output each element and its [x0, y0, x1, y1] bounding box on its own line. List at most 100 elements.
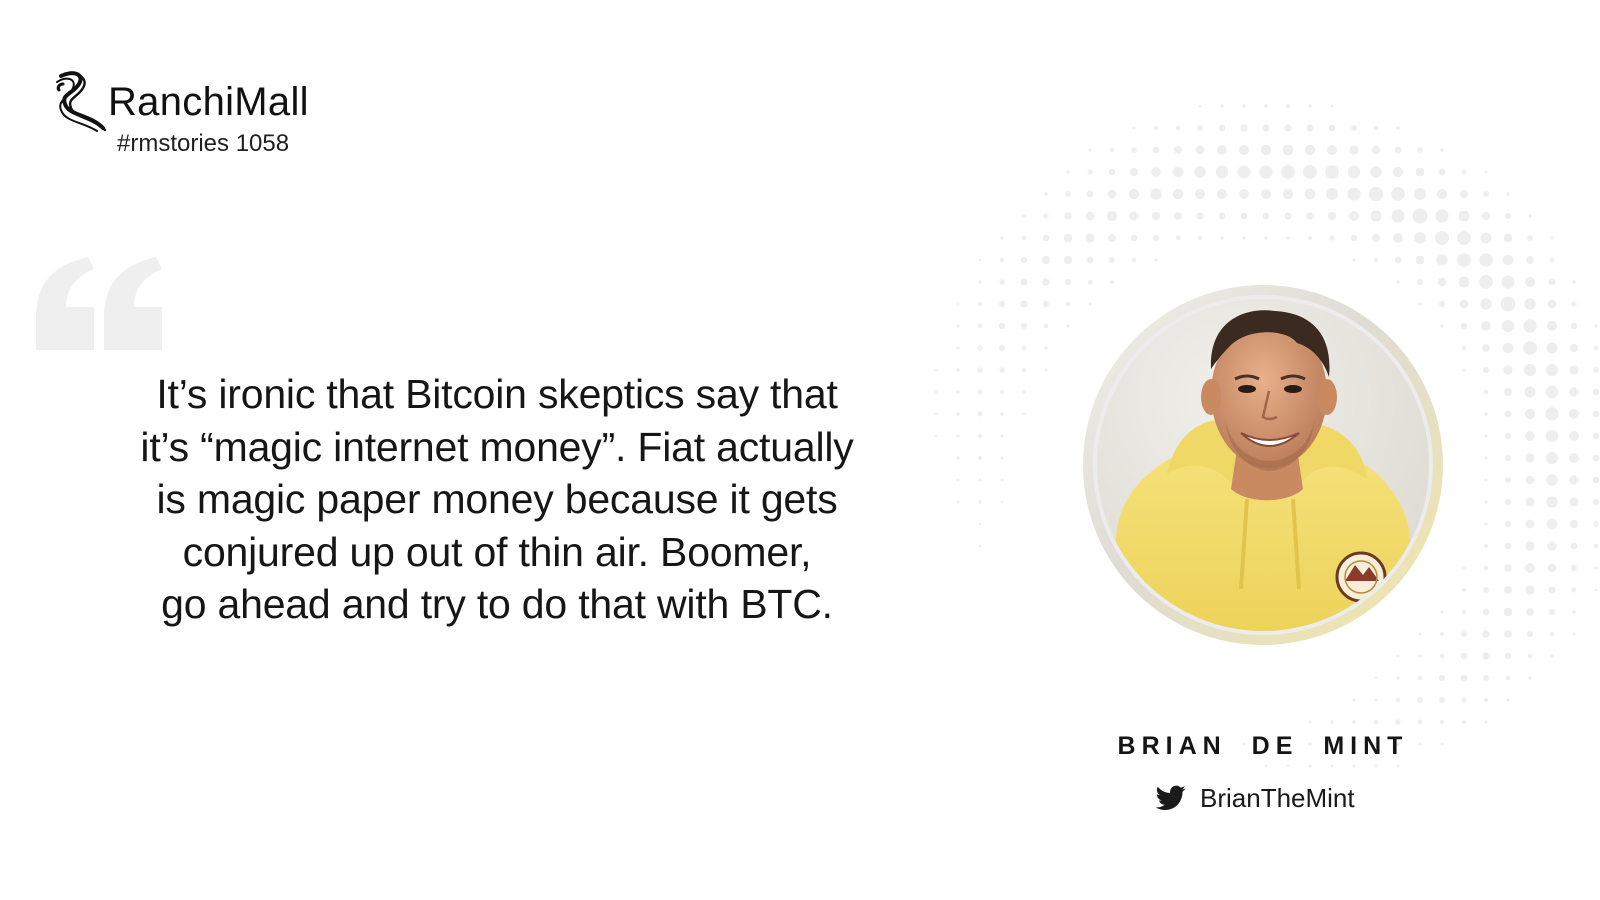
- halftone-dot: [1594, 324, 1598, 328]
- halftone-dot: [1218, 212, 1226, 220]
- halftone-dot: [1504, 410, 1512, 418]
- halftone-dot: [1347, 165, 1361, 179]
- halftone-dot: [1153, 235, 1159, 241]
- halftone-dot: [999, 389, 1005, 395]
- twitter-handle[interactable]: BrianTheMint: [1156, 782, 1355, 814]
- halftone-dot: [1484, 720, 1488, 724]
- halftone-dot: [1395, 719, 1401, 725]
- halftone-dot: [1373, 257, 1379, 263]
- halftone-dot: [1063, 255, 1073, 265]
- halftone-dot: [1197, 235, 1203, 241]
- halftone-dot: [1042, 234, 1050, 242]
- halftone-dot: [1504, 542, 1512, 550]
- halftone-dot: [1021, 235, 1027, 241]
- halftone-dot: [1396, 126, 1400, 130]
- halftone-dot: [1260, 144, 1272, 156]
- halftone-dot: [1326, 188, 1338, 200]
- halftone-dot: [1547, 299, 1557, 309]
- halftone-dot: [1262, 212, 1270, 220]
- halftone-dot: [1194, 188, 1206, 200]
- halftone-dot: [956, 324, 960, 328]
- halftone-dot: [1308, 742, 1312, 746]
- halftone-dot: [1396, 654, 1400, 658]
- halftone-dot: [1044, 192, 1048, 196]
- halftone-dot: [1020, 256, 1028, 264]
- halftone-dot: [1237, 165, 1251, 179]
- halftone-dot: [1330, 104, 1334, 108]
- halftone-dot: [1527, 235, 1533, 241]
- halftone-dot: [1547, 541, 1557, 551]
- halftone-dot: [1087, 169, 1093, 175]
- halftone-dot: [1439, 719, 1445, 725]
- halftone-dot: [1479, 253, 1493, 267]
- halftone-dot: [1440, 324, 1444, 328]
- twitter-handle-text[interactable]: BrianTheMint: [1200, 782, 1355, 813]
- open-quote-icon: [36, 257, 162, 350]
- halftone-dot: [1549, 631, 1555, 637]
- halftone-dot: [1571, 587, 1577, 593]
- halftone-dot: [1131, 257, 1137, 263]
- halftone-dot: [1483, 565, 1489, 571]
- halftone-dot: [1593, 345, 1599, 351]
- halftone-dot: [1282, 144, 1294, 156]
- halftone-dot: [1484, 478, 1488, 482]
- halftone-dot: [1525, 497, 1535, 507]
- halftone-dot: [1414, 232, 1426, 244]
- halftone-dot: [1506, 192, 1510, 196]
- halftone-dot: [1525, 585, 1535, 595]
- halftone-dot: [1436, 254, 1448, 266]
- halftone-dot: [1550, 236, 1554, 240]
- halftone-dot: [1396, 764, 1400, 768]
- halftone-dot: [1500, 296, 1516, 312]
- halftone-dot: [1461, 345, 1467, 351]
- halftone-dot: [1461, 631, 1467, 637]
- halftone-dot: [1262, 124, 1270, 132]
- halftone-dot: [1259, 165, 1273, 179]
- halftone-dot: [1439, 653, 1445, 659]
- halftone-dot: [956, 456, 960, 460]
- halftone-dot: [1242, 742, 1246, 746]
- halftone-dot: [1501, 275, 1515, 289]
- halftone-dot: [1437, 277, 1447, 287]
- halftone-dot: [956, 478, 960, 482]
- halftone-dot: [1503, 365, 1513, 375]
- halftone-dot: [1439, 697, 1445, 703]
- halftone-dot: [978, 522, 982, 526]
- halftone-dot: [1371, 145, 1381, 155]
- halftone-dot: [1000, 478, 1004, 482]
- halftone-dot: [978, 478, 982, 482]
- halftone-dot: [1505, 477, 1511, 483]
- halftone-dot: [1594, 566, 1598, 570]
- halftone-dot: [1481, 321, 1491, 331]
- portrait-photo: [1093, 295, 1433, 635]
- halftone-dot: [956, 500, 960, 504]
- halftone-dot: [977, 389, 983, 395]
- halftone-dot: [1545, 385, 1559, 399]
- halftone-dot: [1396, 280, 1400, 284]
- halftone-dot: [1546, 518, 1558, 530]
- halftone-dot: [1021, 345, 1027, 351]
- halftone-dot: [1327, 211, 1337, 221]
- halftone-dot: [1504, 388, 1512, 396]
- halftone-dot: [1482, 344, 1490, 352]
- halftone-dot: [1088, 302, 1092, 306]
- halftone-dot: [1593, 543, 1599, 549]
- twitter-bird-icon: [1156, 785, 1186, 810]
- halftone-dot: [1374, 676, 1378, 680]
- halftone-dot: [1242, 104, 1246, 108]
- halftone-dot: [1264, 742, 1268, 746]
- halftone-dot: [1373, 125, 1379, 131]
- halftone-dot: [1594, 588, 1598, 592]
- halftone-dot: [1042, 300, 1050, 308]
- halftone-dot: [1435, 231, 1449, 245]
- halftone-dot: [1239, 189, 1249, 199]
- halftone-dot: [1044, 346, 1048, 350]
- halftone-dot: [1504, 564, 1512, 572]
- halftone-dot: [1524, 408, 1536, 420]
- halftone-dot: [1109, 257, 1115, 263]
- halftone-dot: [1460, 674, 1468, 682]
- halftone-dot: [1460, 652, 1468, 660]
- halftone-dot: [1502, 254, 1514, 266]
- halftone-dot: [1569, 387, 1579, 397]
- halftone-dot: [1483, 675, 1489, 681]
